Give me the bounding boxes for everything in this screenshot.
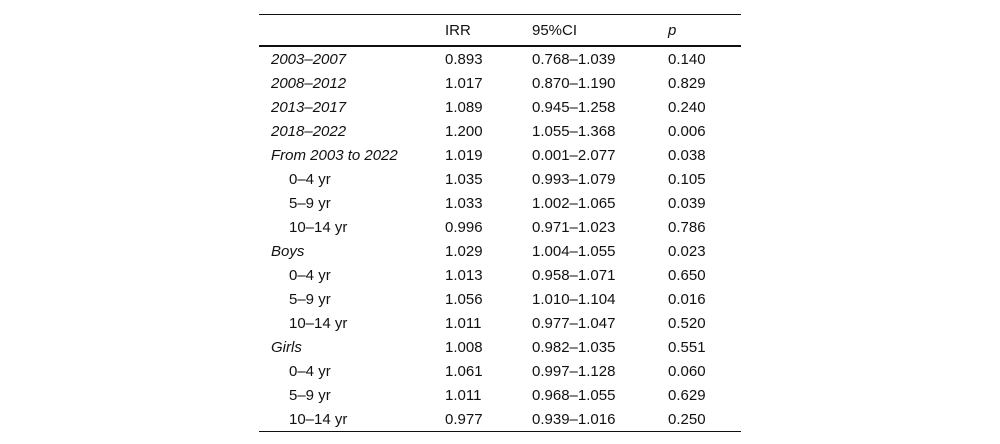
row-label: 10–14 yr: [289, 218, 348, 236]
irr-value: 1.200: [445, 122, 483, 140]
ci-value: 0.939–1.016: [532, 410, 616, 428]
table-row: From 2003 to 2022 1.019 0.001–2.077 0.038: [259, 143, 741, 167]
irr-value: 1.011: [445, 314, 482, 332]
ci-value: 0.958–1.071: [532, 266, 616, 284]
table-row: 2018–2022 1.200 1.055–1.368 0.006: [259, 119, 741, 143]
table-row: 2013–2017 1.089 0.945–1.258 0.240: [259, 95, 741, 119]
table-row: 10–14 yr 0.996 0.971–1.023 0.786: [259, 215, 741, 239]
irr-value: 1.035: [445, 170, 483, 188]
irr-value: 1.013: [445, 266, 483, 284]
p-value: 0.250: [668, 410, 706, 428]
table-body: 2003–2007 0.893 0.768–1.039 0.140 2008–2012 1…: [259, 47, 741, 431]
ci-value: 0.997–1.128: [532, 362, 616, 380]
table-row: 5–9 yr 1.033 1.002–1.065 0.039: [259, 191, 741, 215]
ci-value: 0.971–1.023: [532, 218, 616, 236]
p-value: 0.006: [668, 122, 706, 140]
row-label: 2008–2012: [271, 74, 347, 92]
ci-value: 0.001–2.077: [532, 146, 616, 164]
p-value: 0.786: [668, 218, 706, 236]
irr-value: 1.056: [445, 290, 483, 308]
irr-value: 1.017: [445, 74, 483, 92]
table-row: 10–14 yr 1.011 0.977–1.047 0.520: [259, 311, 741, 335]
row-label: 2018–2022: [271, 122, 347, 140]
ci-value: 0.977–1.047: [532, 314, 616, 332]
table-row: 2003–2007 0.893 0.768–1.039 0.140: [259, 47, 741, 71]
ci-value: 0.768–1.039: [532, 50, 616, 68]
p-value: 0.650: [668, 266, 706, 284]
row-label: From 2003 to 2022: [271, 146, 398, 164]
table-row: Girls 1.008 0.982–1.035 0.551: [259, 335, 741, 359]
table-row: 0–4 yr 1.035 0.993–1.079 0.105: [259, 167, 741, 191]
irr-value: 1.029: [445, 242, 483, 260]
table-header-row: IRR 95%CI p: [259, 15, 741, 47]
p-value: 0.551: [668, 338, 706, 356]
row-label: Girls: [271, 338, 302, 356]
p-value: 0.629: [668, 386, 706, 404]
ci-value: 1.002–1.065: [532, 194, 616, 212]
row-label: 5–9 yr: [289, 290, 331, 308]
p-value: 0.105: [668, 170, 706, 188]
irr-statistics-table: IRR 95%CI p 2003–2007 0.893 0.768–1.039 0.1…: [259, 14, 741, 432]
p-value: 0.060: [668, 362, 706, 380]
row-label: 10–14 yr: [289, 314, 348, 332]
table-row: 2008–2012 1.017 0.870–1.190 0.829: [259, 71, 741, 95]
p-value: 0.520: [668, 314, 706, 332]
p-value: 0.023: [668, 242, 706, 260]
irr-value: 1.019: [445, 146, 483, 164]
p-value: 0.829: [668, 74, 706, 92]
irr-value: 1.033: [445, 194, 483, 212]
col-header-irr: IRR: [445, 21, 471, 39]
table-row: 5–9 yr 1.011 0.968–1.055 0.629: [259, 383, 741, 407]
table-row: 0–4 yr 1.013 0.958–1.071 0.650: [259, 263, 741, 287]
row-label: 2013–2017: [271, 98, 347, 116]
ci-value: 1.055–1.368: [532, 122, 616, 140]
p-value: 0.039: [668, 194, 706, 212]
irr-value: 0.977: [445, 410, 483, 428]
ci-value: 0.968–1.055: [532, 386, 616, 404]
irr-value: 1.089: [445, 98, 483, 116]
irr-value: 1.061: [445, 362, 483, 380]
col-header-ci: 95%CI: [532, 21, 578, 39]
row-label: 0–4 yr: [289, 170, 331, 188]
row-label: 0–4 yr: [289, 362, 331, 380]
ci-value: 0.993–1.079: [532, 170, 616, 188]
p-value: 0.016: [668, 290, 706, 308]
irr-value: 0.893: [445, 50, 483, 68]
irr-value: 0.996: [445, 218, 483, 236]
ci-value: 1.010–1.104: [532, 290, 616, 308]
table-row: Boys 1.029 1.004–1.055 0.023: [259, 239, 741, 263]
ci-value: 0.982–1.035: [532, 338, 616, 356]
table-row: 5–9 yr 1.056 1.010–1.104 0.016: [259, 287, 741, 311]
row-label: 5–9 yr: [289, 194, 331, 212]
table-row: 0–4 yr 1.061 0.997–1.128 0.060: [259, 359, 741, 383]
ci-value: 1.004–1.055: [532, 242, 616, 260]
row-label: 0–4 yr: [289, 266, 331, 284]
ci-value: 0.870–1.190: [532, 74, 616, 92]
p-value: 0.038: [668, 146, 706, 164]
row-label: 2003–2007: [271, 50, 347, 68]
irr-value: 1.008: [445, 338, 483, 356]
row-label: 10–14 yr: [289, 410, 348, 428]
p-value: 0.240: [668, 98, 706, 116]
col-header-p: p: [668, 21, 677, 39]
ci-value: 0.945–1.258: [532, 98, 616, 116]
irr-value: 1.011: [445, 386, 482, 404]
row-label: 5–9 yr: [289, 386, 331, 404]
table-row: 10–14 yr 0.977 0.939–1.016 0.250: [259, 407, 741, 431]
row-label: Boys: [271, 242, 305, 260]
p-value: 0.140: [668, 50, 706, 68]
